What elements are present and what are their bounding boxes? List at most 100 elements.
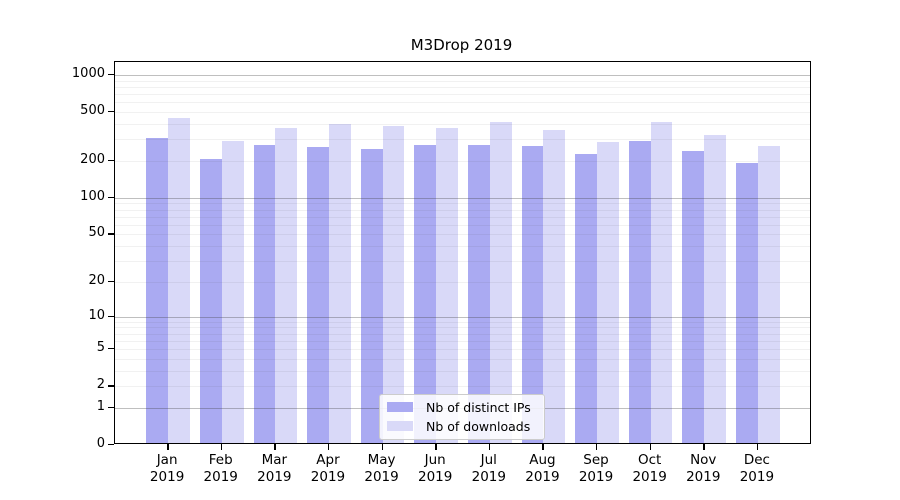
x-tick-mark-aug [542,444,544,450]
x-tick-label-jan: Jan 2019 [149,452,185,485]
gridline-600 [114,102,810,104]
gridline-8 [114,327,810,329]
y-tick-label-1000: 1000 [71,65,105,81]
bar-downloads-may [382,126,405,443]
x-tick-mark-jan [167,444,169,450]
gridline-60 [114,224,810,226]
gridline-400 [114,123,810,125]
y-tick-label-100: 100 [80,188,105,204]
x-tick-label-feb: Feb 2019 [203,452,238,485]
gridline-900 [114,80,810,82]
x-tick-mark-jun [435,444,437,450]
bar-ips-jan [146,138,169,443]
bar-downloads-oct [650,122,673,443]
gridline-70 [114,216,810,218]
bar-ips-sep [575,154,598,443]
y-tick-label-2: 2 [96,377,105,393]
y-tick-mark-20 [107,280,114,283]
legend-label-distinct-ips: Nb of distinct IPs [426,399,531,415]
gridline-100 [114,197,810,199]
bar-downloads-nov [704,135,727,443]
gridline-700 [114,94,810,95]
bar-ips-jul [468,145,490,443]
bar-ips-jun [414,145,437,443]
y-tick-label-50: 50 [88,225,105,241]
x-tick-mark-feb [220,444,223,450]
y-tick-label-10: 10 [88,307,105,323]
gridline-40 [114,246,810,248]
bar-ips-feb [199,159,222,443]
bar-downloads-dec [757,146,780,443]
x-tick-label-nov: Nov 2019 [686,452,721,485]
x-tick-mark-dec [756,444,759,450]
gridline-1000 [114,74,810,76]
bar-downloads-jul [489,122,512,443]
x-tick-label-dec: Dec 2019 [739,452,775,485]
legend-label-downloads: Nb of downloads [426,418,531,434]
x-tick-mark-sep [596,444,598,450]
y-tick-mark-0 [107,444,114,446]
bar-ips-may [360,148,383,443]
gridline-6 [114,340,810,342]
gridline-2 [114,386,810,388]
x-tick-label-mar: Mar 2019 [257,452,292,485]
legend-item-distinct-ips: Nb of distinct IPs [387,398,536,417]
x-tick-mark-oct [649,444,652,450]
bar-downloads-mar [275,128,298,443]
y-tick-label-0: 0 [96,436,105,451]
y-tick-mark-100 [107,196,114,199]
x-tick-label-jul: Jul 2019 [471,452,506,485]
gridline-80 [114,209,810,211]
x-tick-mark-mar [274,444,276,450]
gridline-30 [114,261,810,263]
gridline-4 [114,358,810,360]
x-tick-label-sep: Sep 2019 [578,452,614,485]
gridline-9 [114,321,810,323]
y-tick-label-1: 1 [96,398,105,414]
gridline-90 [114,203,810,205]
y-tick-mark-200 [107,159,114,162]
gridline-7 [114,333,810,335]
bar-ips-nov [682,151,705,443]
gridline-300 [114,139,810,141]
legend-swatch-downloads [387,421,413,431]
y-tick-mark-50 [107,233,114,235]
bar-downloads-feb [221,141,244,443]
x-tick-label-oct: Oct 2019 [632,452,667,485]
y-tick-label-5: 5 [96,340,105,356]
y-tick-label-20: 20 [88,272,105,288]
x-tick-mark-jul [488,444,491,450]
bar-ips-apr [307,147,329,443]
y-tick-mark-500 [107,110,114,113]
bar-downloads-sep [597,141,619,443]
y-tick-mark-2 [107,385,114,387]
gridline-10 [114,316,810,318]
x-tick-mark-may [381,444,383,450]
x-tick-mark-nov [703,444,705,450]
legend: Nb of distinct IPs Nb of downloads [379,393,545,440]
gridline-20 [114,281,810,283]
gridline-200 [114,160,810,162]
bar-downloads-jun [436,128,458,443]
bar-ips-mar [253,145,276,443]
legend-item-downloads: Nb of downloads [387,417,536,436]
bar-ips-dec [736,162,758,443]
x-tick-label-may: May 2019 [364,452,399,485]
gridline-800 [114,86,810,88]
plot-area: Nb of distinct IPs Nb of downloads [113,61,811,444]
bar-ips-oct [628,141,651,443]
x-tick-label-apr: Apr 2019 [310,452,346,485]
y-tick-mark-5 [107,348,114,350]
x-tick-label-jun: Jun 2019 [418,452,453,485]
bar-downloads-jan [168,118,190,443]
gridline-3 [114,370,810,372]
y-tick-label-500: 500 [80,102,105,118]
bar-downloads-aug [543,130,566,443]
gridline-5 [114,349,810,351]
x-tick-mark-apr [327,444,330,450]
chart-title: M3Drop 2019 [410,36,513,54]
y-tick-mark-10 [107,315,114,317]
gridline-500 [114,111,810,113]
y-tick-mark-1000 [107,73,114,76]
